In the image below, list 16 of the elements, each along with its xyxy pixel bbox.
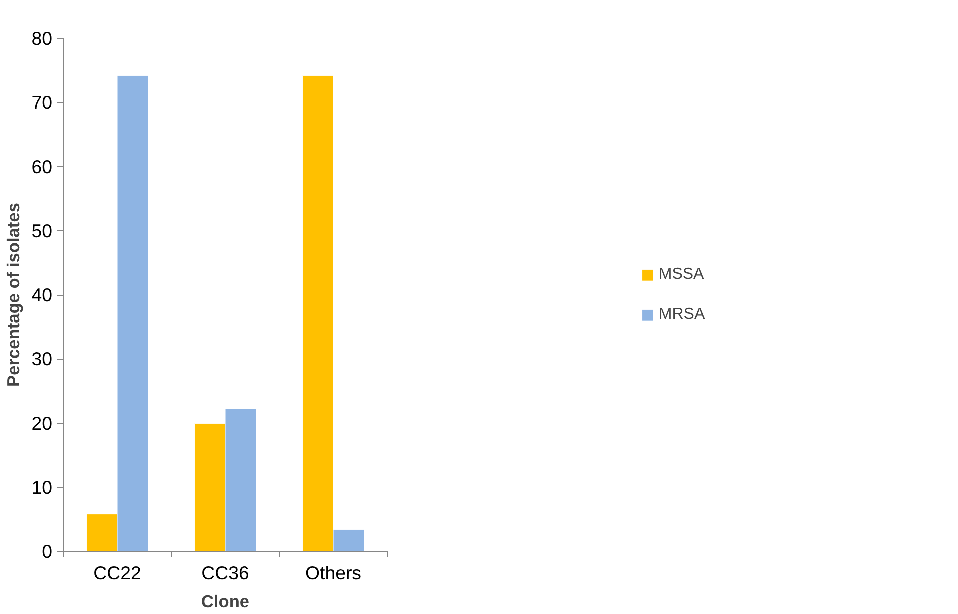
y-tick-label: 50 <box>32 220 53 242</box>
y-tick-label: 60 <box>32 156 53 178</box>
y-axis-title: Percentage of isolates <box>4 203 24 387</box>
legend-label: MRSA <box>658 306 706 324</box>
legend-label: MSSA <box>658 266 704 284</box>
y-tick-label: 40 <box>32 284 53 306</box>
y-tick-label: 20 <box>32 412 53 434</box>
x-tick-label: CC36 <box>202 562 250 584</box>
y-tick-label: 10 <box>32 476 53 498</box>
y-tick-label: 70 <box>32 92 53 114</box>
x-tick-label: Others <box>306 562 362 584</box>
x-axis-title: Clone <box>201 592 250 612</box>
y-tick-label: 0 <box>42 541 53 562</box>
y-tick-label: 80 <box>32 28 53 49</box>
x-tick-label: CC22 <box>94 562 142 584</box>
y-tick-label: 30 <box>32 348 53 370</box>
